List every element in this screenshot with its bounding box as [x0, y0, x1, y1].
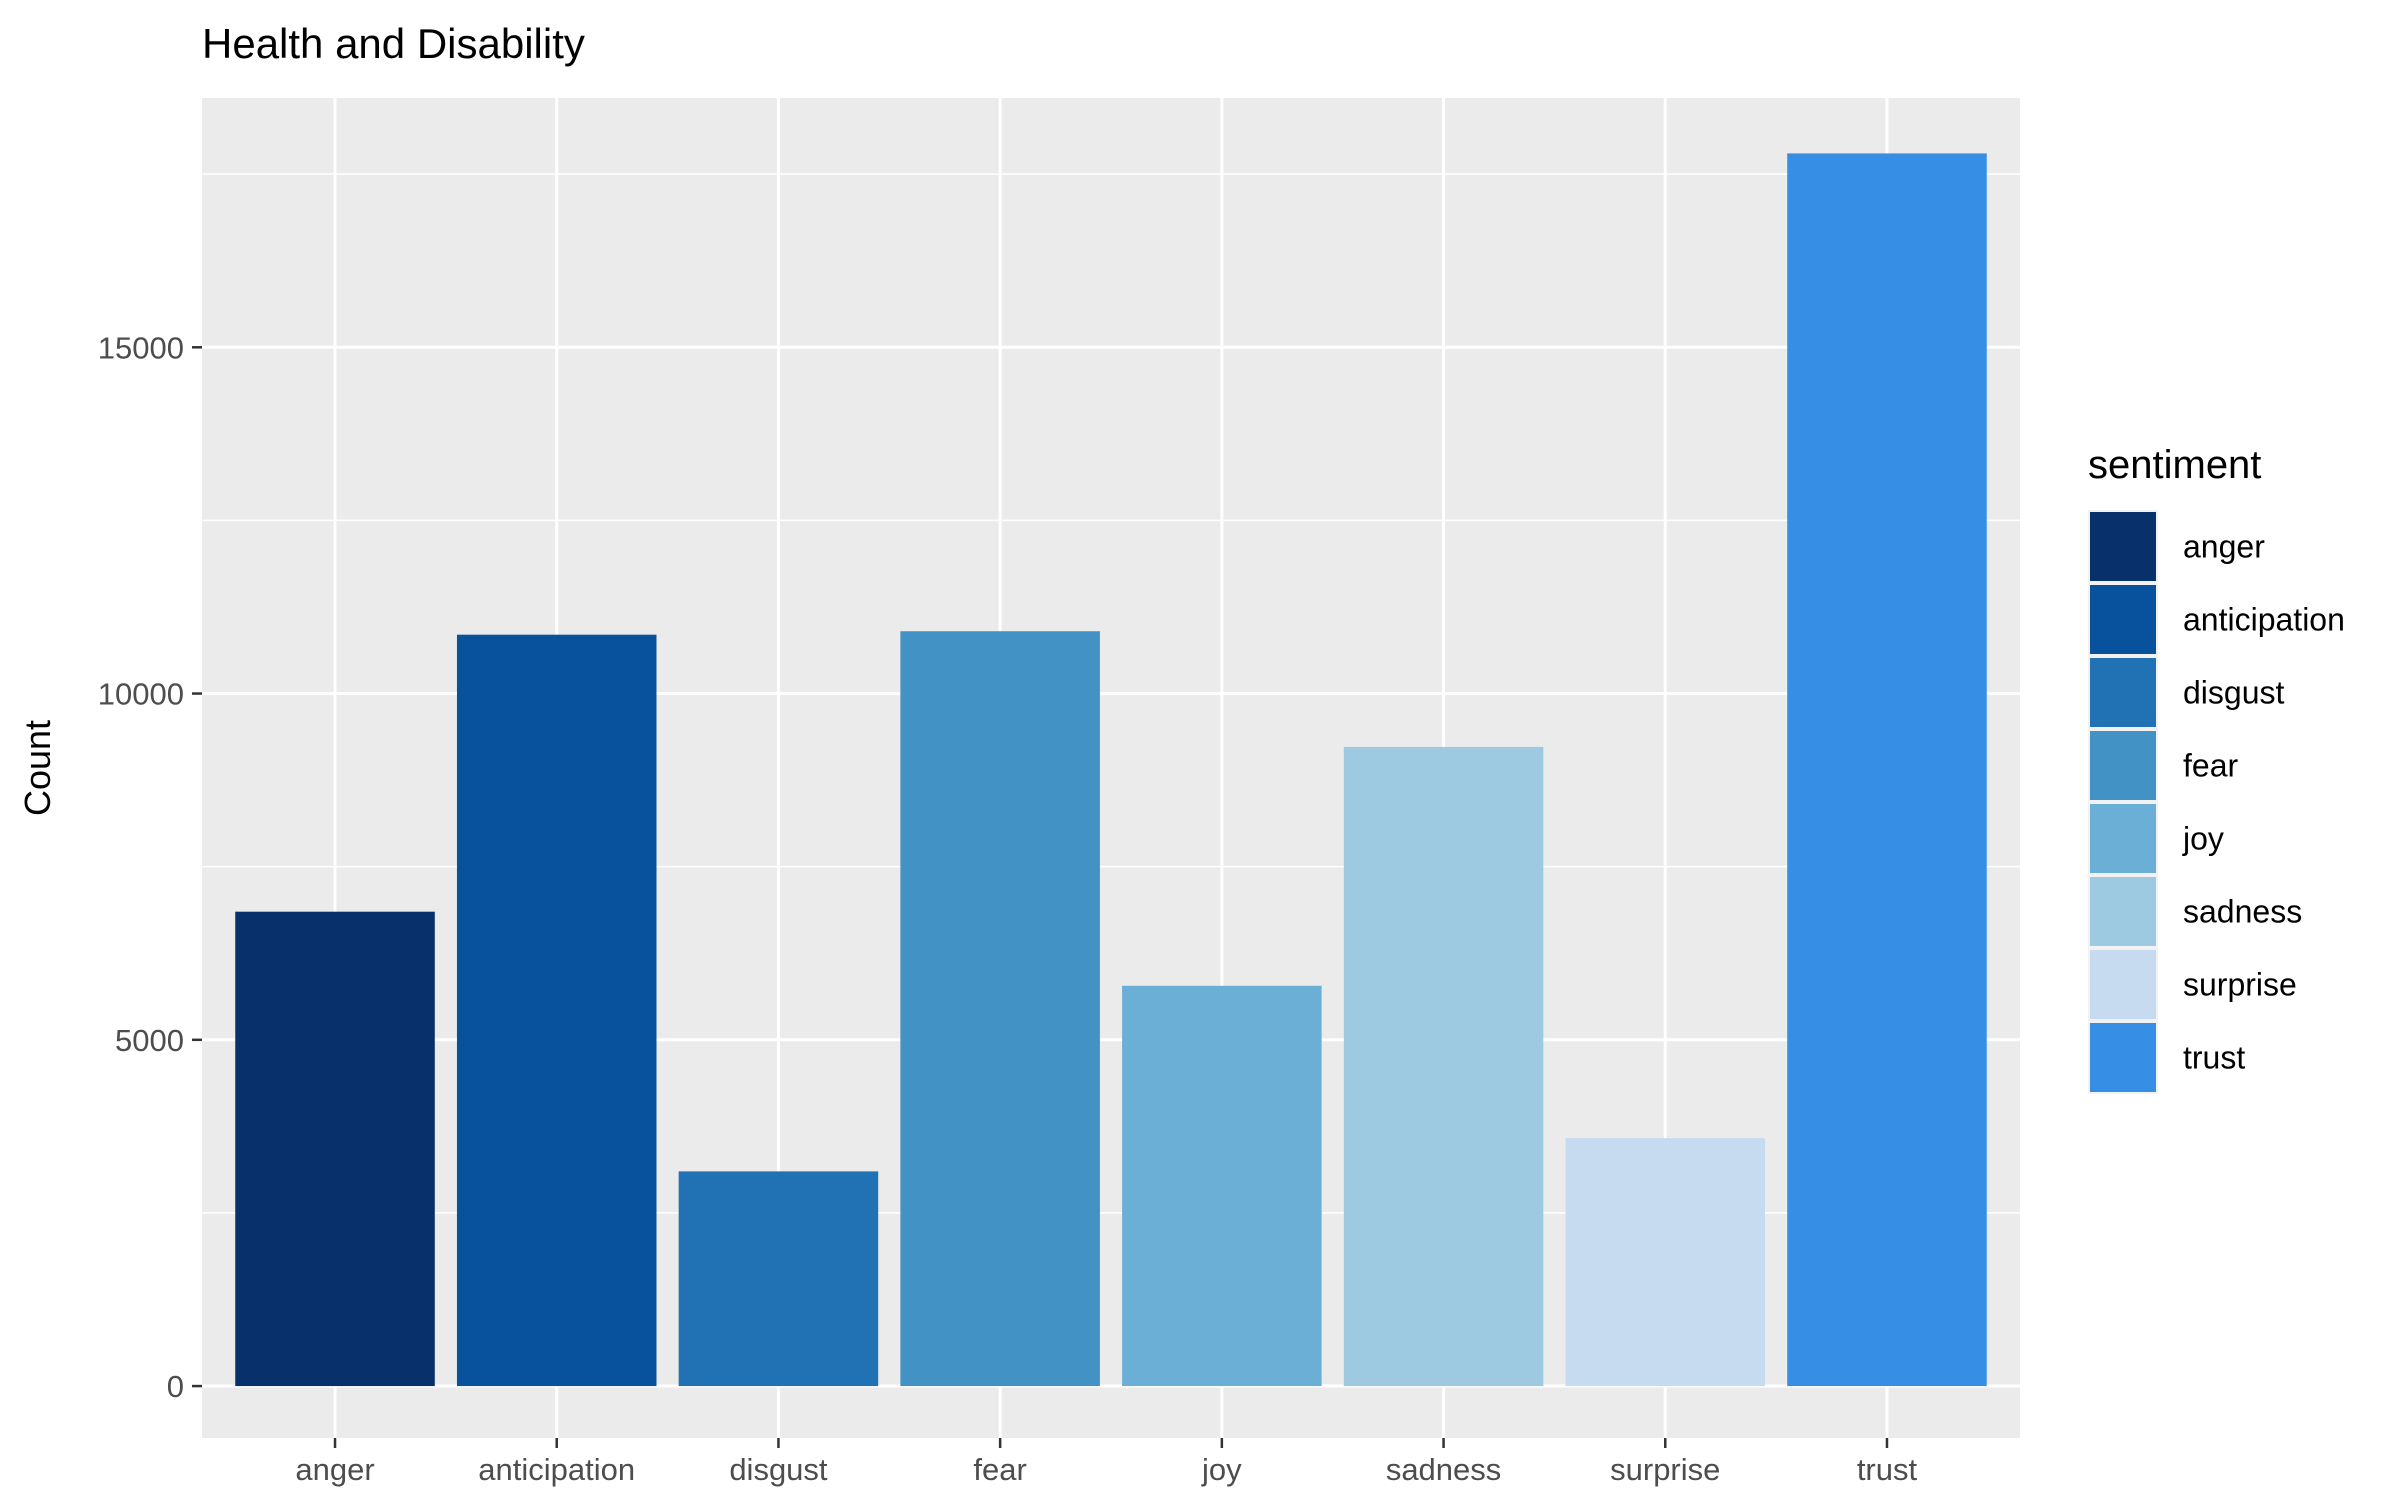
bars: [235, 153, 1987, 1387]
x-tick-label: trust: [1857, 1452, 1918, 1487]
legend-swatch-sadness: [2090, 877, 2156, 946]
legend-label: anger: [2183, 529, 2265, 565]
bar-joy: [1122, 985, 1322, 1387]
legend-label: trust: [2183, 1040, 2245, 1076]
legend-label: fear: [2183, 748, 2238, 784]
legend-swatch-anticipation: [2090, 585, 2156, 654]
legend-title: sentiment: [2088, 443, 2261, 487]
y-axis: 0 5000 10000 15000: [98, 330, 202, 1404]
legend-swatch-fear: [2090, 731, 2156, 800]
legend: sentiment anger anticipation disgust fear jo…: [2088, 443, 2345, 1094]
y-tick-label: 10000: [98, 677, 184, 712]
y-tick-label: 5000: [115, 1023, 184, 1058]
y-tick-label: 15000: [98, 330, 184, 365]
legend-label: joy: [2182, 821, 2224, 857]
legend-label: sadness: [2183, 894, 2302, 930]
legend-swatch-surprise: [2090, 950, 2156, 1019]
legend-label: surprise: [2183, 967, 2297, 1003]
x-tick-label: sadness: [1386, 1452, 1501, 1487]
bar-surprise: [1565, 1138, 1766, 1387]
x-tick-label: joy: [1201, 1452, 1242, 1487]
bar-trust: [1787, 153, 1987, 1387]
legend-swatch-trust: [2090, 1023, 2156, 1092]
legend-label: disgust: [2183, 675, 2285, 711]
bar-disgust: [678, 1171, 879, 1387]
legend-swatch-joy: [2090, 804, 2156, 873]
x-axis: anger anticipation disgust fear joy sadness su…: [295, 1438, 1918, 1487]
bar-anticipation: [456, 634, 657, 1387]
legend-swatch-anger: [2090, 512, 2156, 581]
x-tick-label: anger: [295, 1452, 374, 1487]
x-tick-label: disgust: [729, 1452, 828, 1487]
bar-sadness: [1343, 746, 1544, 1387]
x-tick-label: fear: [973, 1452, 1026, 1487]
x-tick-label: anticipation: [478, 1452, 635, 1487]
legend-label: anticipation: [2183, 602, 2345, 638]
bar-anger: [235, 911, 435, 1387]
chart-title: Health and Disability: [202, 20, 585, 67]
bar-fear: [900, 631, 1100, 1387]
legend-swatch-disgust: [2090, 658, 2156, 727]
x-tick-label: surprise: [1610, 1452, 1720, 1487]
legend-items: anger anticipation disgust fear joy sadness su…: [2088, 510, 2345, 1094]
y-axis-label: Count: [17, 720, 58, 816]
y-tick-label: 0: [167, 1369, 184, 1404]
